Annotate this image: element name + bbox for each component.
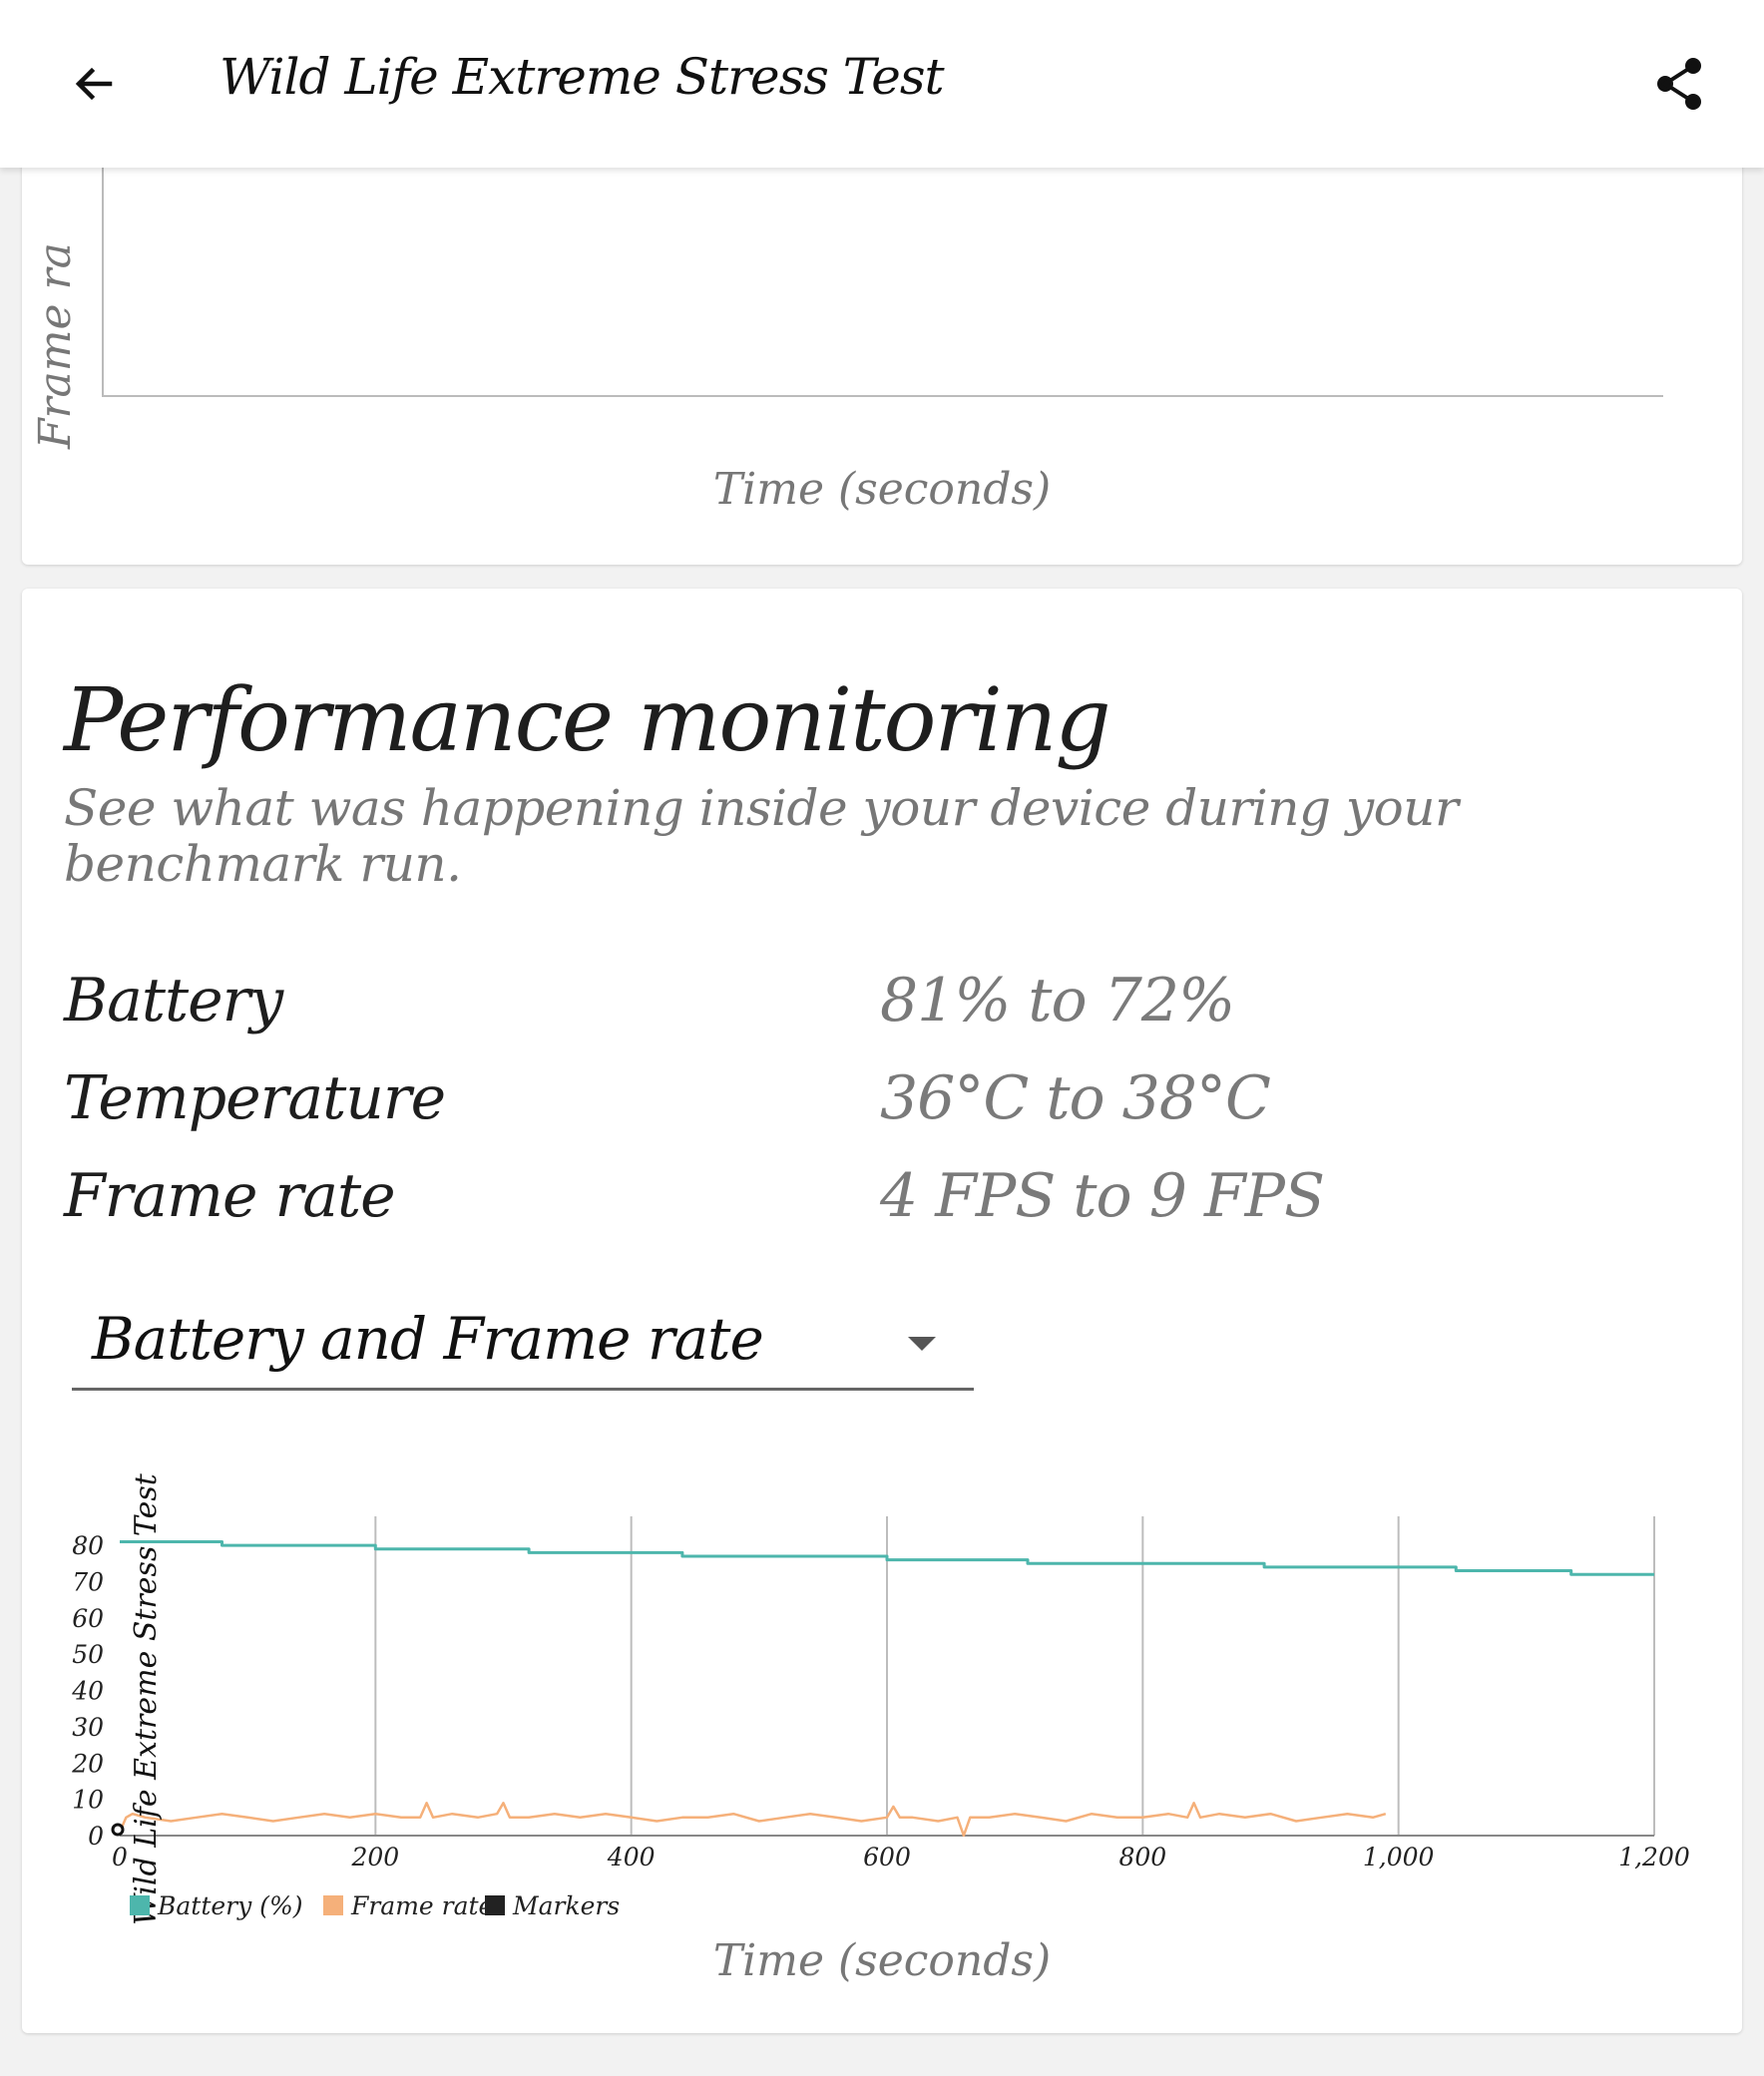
x-tick-label: 600 <box>863 1843 911 1871</box>
x-tick-label: 1,000 <box>1363 1843 1435 1871</box>
chart-type-dropdown[interactable]: Battery and Frame rate <box>72 1299 974 1391</box>
y-tick-label: 80 <box>72 1531 104 1560</box>
legend-swatch <box>485 1895 505 1915</box>
legend-swatch <box>130 1895 150 1915</box>
series-line-frame-rate <box>118 1802 1387 1838</box>
back-button[interactable] <box>62 50 126 118</box>
app-bar: Wild Life Extreme Stress Test <box>0 0 1764 168</box>
y-tick-label: 30 <box>72 1713 104 1742</box>
y-tick-label: 10 <box>72 1786 104 1815</box>
x-tick-label: 800 <box>1118 1843 1166 1871</box>
stat-value-battery: 81% to 72% <box>880 966 1235 1036</box>
legend-label: Frame rate <box>350 1891 493 1920</box>
stat-value-temperature: 36°C to 38°C <box>880 1063 1271 1133</box>
y-tick-label: 0 <box>88 1822 104 1851</box>
page-title: Wild Life Extreme Stress Test <box>220 48 945 106</box>
frame-rate-chart-card: Frame ra Time (seconds) <box>22 110 1742 565</box>
chart-type-selected-value: Battery and Frame rate <box>92 1305 764 1373</box>
stat-value-frame-rate: 4 FPS to 9 FPS <box>880 1161 1325 1231</box>
y-tick-label: 40 <box>71 1677 104 1706</box>
x-tick-label: 0 <box>112 1843 128 1871</box>
top-chart-x-axis-label: Time (seconds) <box>712 464 1052 515</box>
y-tick-label: 20 <box>71 1749 104 1778</box>
dropdown-caret-icon <box>908 1337 936 1351</box>
series-line-battery <box>120 1540 1654 1576</box>
y-tick-label: 50 <box>72 1640 104 1669</box>
x-tick-label: 400 <box>607 1843 656 1871</box>
share-button[interactable] <box>1646 50 1712 118</box>
x-tick-label: 1,200 <box>1618 1843 1690 1871</box>
stat-label-frame-rate: Frame rate <box>64 1161 396 1231</box>
chart-marker <box>111 1823 125 1837</box>
legend-label: Markers <box>512 1891 620 1920</box>
section-subtitle: See what was happening inside your devic… <box>64 779 1459 893</box>
performance-monitoring-card: Performance monitoring See what was happ… <box>22 589 1742 2033</box>
y-tick-label: 70 <box>72 1567 104 1596</box>
section-heading: Performance monitoring <box>64 668 1111 771</box>
stat-label-temperature: Temperature <box>64 1063 446 1133</box>
top-chart-y-axis-label: Frame ra <box>30 242 81 449</box>
chart-rotated-label: Wild Life Extreme Stress Test <box>129 1472 164 1925</box>
legend-swatch <box>323 1895 343 1915</box>
x-tick-label: 200 <box>350 1843 399 1871</box>
arrow-left-icon <box>75 67 113 101</box>
y-tick-label: 60 <box>72 1604 104 1633</box>
stat-label-battery: Battery <box>64 966 283 1036</box>
share-icon <box>1657 58 1701 110</box>
performance-chart: 0 200 400 600 800 1,000 1,200 0 10 20 30 40 50 60 70 80… <box>71 1472 1690 1925</box>
chart-x-axis-label: Time (seconds) <box>712 1935 1052 1986</box>
legend-label: Battery (%) <box>157 1891 302 1920</box>
top-chart-plot-area <box>102 166 1663 397</box>
